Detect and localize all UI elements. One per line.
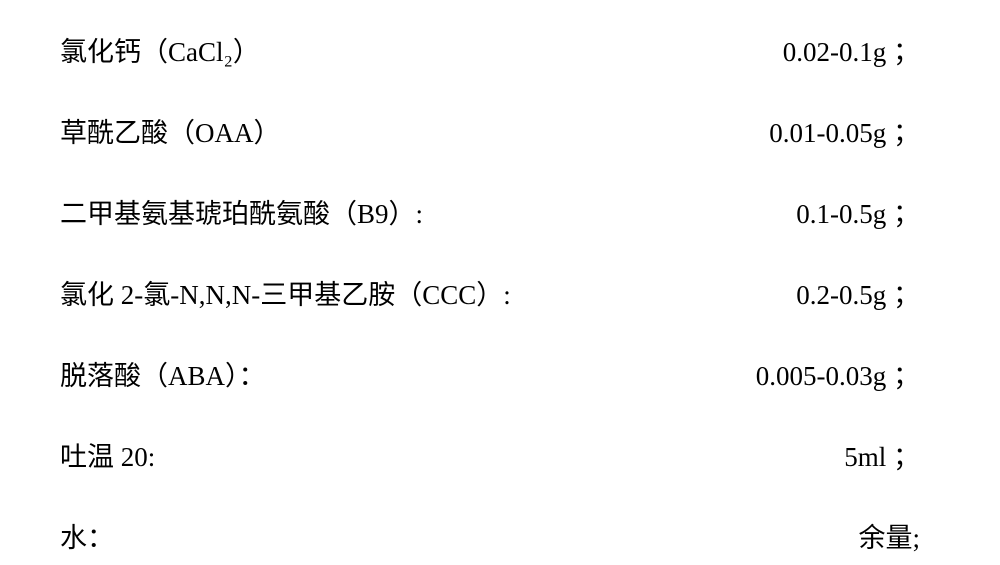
ingredient-value: 0.005-0.03g ； [756, 354, 920, 393]
ingredient-label: 氯化 2-氯-N,N,N-三甲基乙胺（CCC）: [60, 273, 511, 312]
ingredient-row: 二甲基氨基琥珀酰氨酸（B9）: 0.1-0.5g ； [60, 192, 940, 231]
ingredient-label: 水： [60, 516, 114, 555]
ingredient-row: 草酰乙酸（OAA） 0.01-0.05g ； [60, 111, 940, 150]
ingredient-label: 脱落酸（ABA）： [60, 354, 266, 393]
ingredient-value: 0.01-0.05g ； [769, 111, 920, 150]
ingredient-value: 余量; [858, 516, 920, 555]
ingredient-value: 5ml ； [844, 435, 920, 474]
ingredient-value: 0.2-0.5g ； [796, 273, 920, 312]
ingredient-row: 氯化 2-氯-N,N,N-三甲基乙胺（CCC）: 0.2-0.5g ； [60, 273, 940, 312]
ingredient-value: 0.1-0.5g ； [796, 192, 920, 231]
ingredient-label: 二甲基氨基琥珀酰氨酸（B9）: [60, 192, 423, 231]
ingredient-row: 水： 余量; [60, 516, 940, 555]
ingredient-value: 0.02-0.1g ； [783, 30, 920, 69]
ingredient-label: 吐温 20: [60, 435, 155, 474]
ingredient-list: 氯化钙（CaCl₂） 0.02-0.1g ； 草酰乙酸（OAA） 0.01-0.… [60, 30, 940, 555]
ingredient-label: 氯化钙（CaCl₂） [60, 30, 260, 69]
ingredient-row: 吐温 20: 5ml ； [60, 435, 940, 474]
ingredient-row: 脱落酸（ABA）： 0.005-0.03g ； [60, 354, 940, 393]
ingredient-label: 草酰乙酸（OAA） [60, 111, 281, 150]
ingredient-row: 氯化钙（CaCl₂） 0.02-0.1g ； [60, 30, 940, 69]
